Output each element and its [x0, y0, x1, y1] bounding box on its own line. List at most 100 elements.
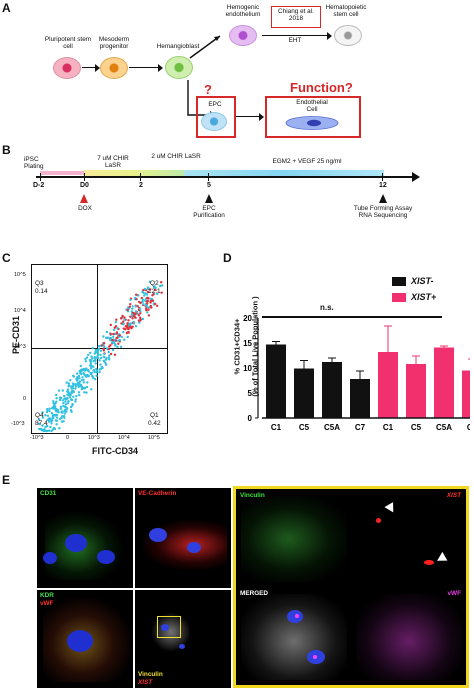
tube-assay-arrow [379, 194, 387, 203]
flow-event [48, 409, 51, 413]
arrowhead-xist-1 [384, 502, 398, 515]
citation-text: Chiang et al. 2018 [278, 8, 314, 23]
flow-event [67, 384, 71, 387]
flow-event [62, 402, 65, 405]
flow-event [99, 353, 102, 357]
flow-event [126, 324, 129, 327]
flow-event [96, 350, 100, 353]
flow-event [74, 400, 77, 403]
flow-event [61, 389, 64, 392]
hemangioblast-cell [165, 56, 193, 79]
flow-event [149, 288, 152, 291]
flow-event [66, 390, 70, 393]
flow-event [100, 344, 104, 347]
flow-event [80, 372, 83, 376]
chir2-label: 2 uM CHIR LaSR [151, 153, 201, 160]
image-kdr-vwf: KDR vWF [37, 590, 133, 688]
flow-event [151, 294, 154, 297]
bar-chart: 0 5 10 15 20 C1 C5 C5A C7 C1 C5 C5A C7 [243, 314, 470, 432]
flow-event [86, 381, 89, 384]
flow-event [143, 294, 146, 297]
flow-event [59, 407, 63, 410]
flow-event [55, 423, 58, 426]
bar-XIST+-C7 [462, 370, 470, 418]
flow-event [55, 397, 58, 400]
mesoderm-label: Mesoderm progenitor [98, 36, 130, 51]
image-vinculin-xist: Vinculin XIST [135, 590, 231, 688]
label-vwf: vWF [447, 590, 462, 597]
flow-event [74, 387, 77, 390]
flow-event [147, 297, 150, 300]
pluripotent-cell [53, 57, 81, 79]
flow-event [75, 394, 78, 398]
flow-event [98, 370, 101, 374]
flow-event [147, 306, 151, 309]
flow-event [84, 360, 87, 363]
ipsc-plating-label: iPSC Plating [24, 156, 44, 171]
flow-event [76, 372, 79, 375]
flow-event [46, 408, 49, 412]
flow-event [115, 331, 119, 334]
tick-d0 [84, 173, 86, 181]
flow-event [74, 398, 77, 401]
flow-event [143, 287, 147, 291]
flow-scatter [37, 280, 164, 433]
label-xist: XIST [446, 492, 461, 499]
flow-event [99, 363, 102, 366]
flow-event [108, 358, 111, 361]
flow-event [47, 417, 51, 420]
chir7-label: 7 uM CHIR LaSR [97, 155, 129, 170]
legend-xist-neg-swatch [392, 277, 406, 286]
endothelial-box [265, 96, 361, 138]
flow-event [148, 280, 152, 283]
flow-event [161, 284, 164, 287]
flow-event [94, 358, 97, 361]
flow-event [78, 380, 81, 383]
flow-event [115, 336, 118, 340]
bar-XIST--C7 [350, 379, 370, 418]
flow-event [87, 353, 90, 357]
flow-event [146, 302, 149, 305]
flow-event [146, 299, 149, 303]
bar-category-label: C7 [467, 423, 470, 432]
flow-event [41, 424, 44, 427]
flow-event [122, 331, 125, 334]
flow-event [63, 412, 66, 415]
flow-event [131, 317, 134, 320]
flow-event [109, 323, 113, 327]
bar-ytick-label: 15 [243, 339, 252, 348]
epc-purification-label: EPC Purification [193, 205, 225, 220]
zoom-box [157, 616, 181, 638]
bar-category-label: C5 [411, 423, 422, 432]
flow-event [132, 322, 136, 325]
flow-event [66, 397, 69, 400]
flow-event [102, 355, 106, 358]
flow-event [55, 413, 59, 417]
flow-event [118, 334, 122, 337]
flow-event [130, 313, 134, 316]
flow-event [145, 309, 148, 312]
hemogenic-label: Hemogenic endothelium [225, 4, 261, 19]
flow-event [68, 396, 72, 399]
image-merged: MERGED [237, 588, 350, 684]
mesoderm-cell [100, 57, 128, 79]
tick-label-5: 5 [207, 182, 211, 189]
flow-event [123, 338, 126, 341]
tick-label-12: 12 [379, 182, 387, 189]
flow-event [95, 371, 98, 374]
flow-event [156, 292, 159, 296]
flow-event [107, 350, 110, 354]
arrow-a1 [82, 67, 96, 69]
legend-xist-pos-label: XIST+ [411, 292, 437, 302]
flow-event [92, 365, 95, 368]
flow-event [138, 321, 141, 324]
flow-event [55, 410, 58, 413]
significance-line [262, 316, 442, 318]
flow-plot-frame: Q3 0.14 Q2 12.1 Q4 87.4 Q1 0.42 [31, 264, 168, 434]
flow-event [123, 318, 126, 321]
flow-event [70, 387, 73, 390]
bar-ytick-label: 10 [243, 364, 252, 373]
flow-event [112, 328, 116, 332]
flow-event [160, 291, 163, 294]
timeline-band-pink [40, 171, 84, 175]
